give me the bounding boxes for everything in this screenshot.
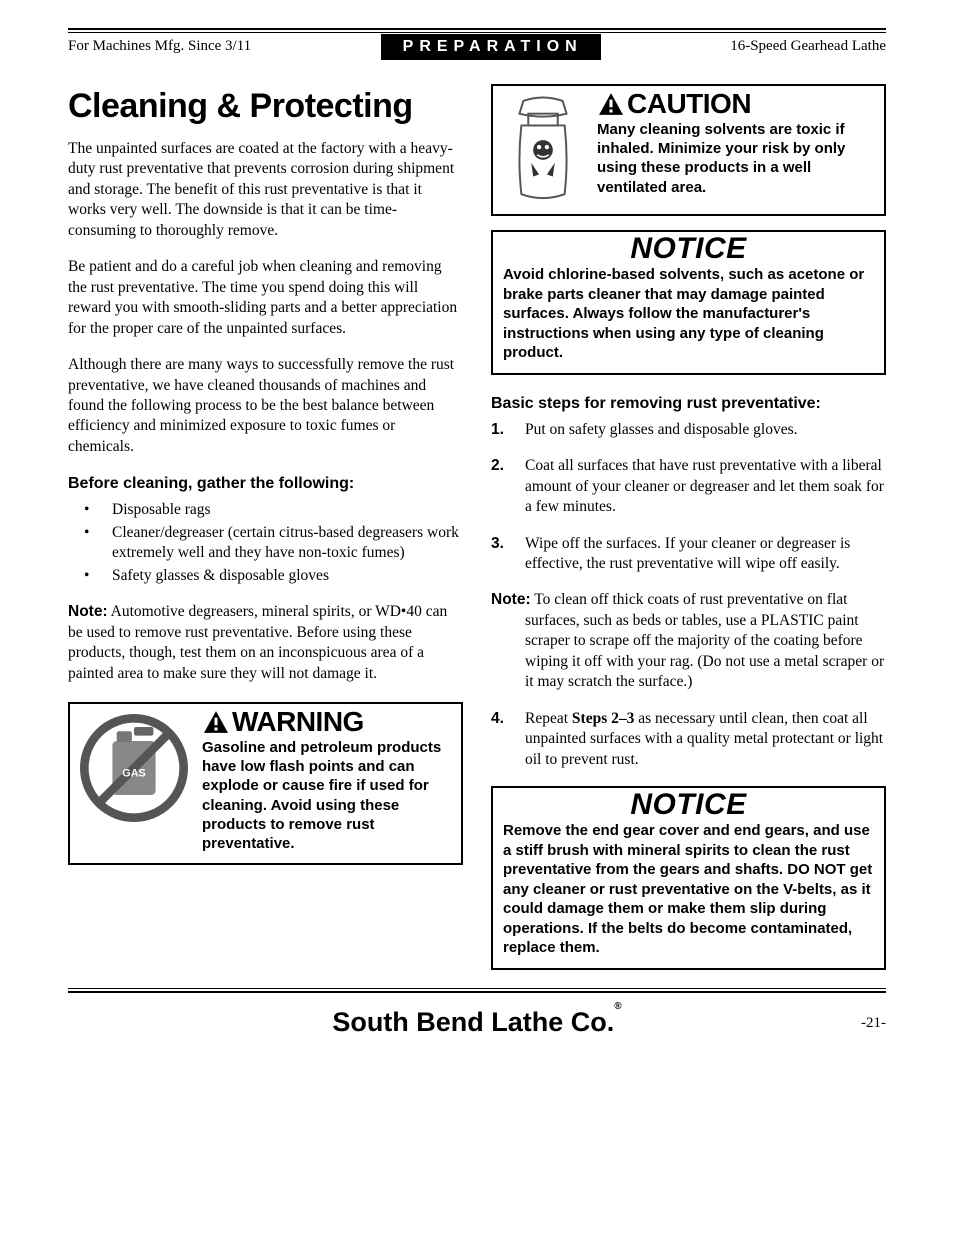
gather-item: Disposable rags bbox=[68, 500, 463, 520]
step-text: Put on safety glasses and disposable glo… bbox=[525, 421, 798, 438]
gather-item: Cleaner/degreaser (certain citrus-based … bbox=[68, 523, 463, 564]
step-text: Coat all surfaces that have rust prevent… bbox=[525, 457, 884, 515]
note-text: Automotive degreasers, mineral spirits, … bbox=[68, 603, 447, 681]
caution-head-text: CAUTION bbox=[627, 90, 751, 118]
alert-triangle-icon bbox=[597, 92, 625, 116]
caution-heading: CAUTION bbox=[597, 90, 874, 118]
step-number: 4. bbox=[491, 709, 504, 729]
step-item: 4. Repeat Steps 2–3 as necessary until c… bbox=[491, 709, 886, 770]
intro-para-3: Although there are many ways to successf… bbox=[68, 355, 463, 457]
page-footer: South Bend Lathe Co.® -21- bbox=[68, 1005, 886, 1041]
svg-text:GAS: GAS bbox=[122, 768, 145, 780]
step-number: 3. bbox=[491, 534, 504, 554]
note-text: To clean off thick coats of rust prevent… bbox=[525, 591, 884, 690]
footer-rule2: South Bend Lathe Co.® -21- bbox=[68, 991, 886, 1041]
caution-text: CAUTION Many cleaning solvents are toxic… bbox=[597, 90, 874, 197]
gather-heading: Before cleaning, gather the following: bbox=[68, 473, 463, 494]
gather-list: Disposable rags Cleaner/degreaser (certa… bbox=[68, 500, 463, 586]
page-header: For Machines Mfg. Since 3/11 PREPARATION… bbox=[68, 32, 886, 60]
notice-body: Remove the end gear cover and end gears,… bbox=[503, 821, 874, 958]
header-right: 16-Speed Gearhead Lathe bbox=[730, 37, 886, 57]
header-center: PREPARATION bbox=[381, 34, 601, 60]
brand-logo: South Bend Lathe Co.® bbox=[332, 1005, 621, 1041]
footer-rule bbox=[68, 988, 886, 989]
note-label: Note: bbox=[491, 591, 531, 608]
right-column: CAUTION Many cleaning solvents are toxic… bbox=[491, 84, 886, 969]
warning-box: GAS WARNING Gasoline and petroleum produ… bbox=[68, 702, 463, 865]
warning-body: Gasoline and petroleum products have low… bbox=[202, 738, 451, 853]
notice-body: Avoid chlorine-based solvents, such as a… bbox=[503, 265, 874, 363]
intro-para-1: The unpainted surfaces are coated at the… bbox=[68, 139, 463, 241]
notice-box-2: NOTICE Remove the end gear cover and end… bbox=[491, 786, 886, 970]
notice-box-1: NOTICE Avoid chlorine-based solvents, su… bbox=[491, 230, 886, 375]
steps-heading: Basic steps for removing rust preventati… bbox=[491, 393, 886, 414]
step-item: 1. Put on safety glasses and disposable … bbox=[491, 420, 886, 440]
warning-heading: WARNING bbox=[202, 708, 451, 736]
notice-heading: NOTICE bbox=[503, 232, 874, 265]
left-column: Cleaning & Protecting The unpainted surf… bbox=[68, 84, 463, 969]
note-label: Note: bbox=[68, 603, 108, 620]
caution-body: Many cleaning solvents are toxic if inha… bbox=[597, 120, 874, 197]
step-item: 2. Coat all surfaces that have rust prev… bbox=[491, 456, 886, 517]
step-item: 3. Wipe off the surfaces. If your cleane… bbox=[491, 534, 886, 575]
no-gas-icon: GAS bbox=[80, 708, 188, 822]
warning-head-text: WARNING bbox=[232, 708, 364, 736]
caution-box: CAUTION Many cleaning solvents are toxic… bbox=[491, 84, 886, 216]
page-number: -21- bbox=[861, 1014, 886, 1034]
content-columns: Cleaning & Protecting The unpainted surf… bbox=[68, 84, 886, 969]
toxic-icon bbox=[503, 90, 583, 204]
warning-text: WARNING Gasoline and petroleum products … bbox=[202, 708, 451, 853]
gather-item: Safety glasses & disposable gloves bbox=[68, 566, 463, 586]
registered-mark: ® bbox=[614, 1001, 621, 1012]
step-number: 1. bbox=[491, 420, 504, 440]
left-note: Note: Automotive degreasers, mineral spi… bbox=[68, 602, 463, 684]
header-left: For Machines Mfg. Since 3/11 bbox=[68, 37, 251, 57]
alert-triangle-icon bbox=[202, 710, 230, 734]
notice-heading: NOTICE bbox=[503, 788, 874, 821]
step-note: Note: To clean off thick coats of rust p… bbox=[491, 590, 886, 692]
top-rule bbox=[68, 28, 886, 30]
intro-para-2: Be patient and do a careful job when cle… bbox=[68, 257, 463, 339]
steps-list: 1. Put on safety glasses and disposable … bbox=[491, 420, 886, 575]
step-text: Wipe off the surfaces. If your cleaner o… bbox=[525, 535, 850, 572]
step-text: Repeat Steps 2–3 as necessary until clea… bbox=[525, 710, 883, 768]
page-title: Cleaning & Protecting bbox=[68, 84, 463, 129]
step-number: 2. bbox=[491, 456, 504, 476]
steps-list-cont: 4. Repeat Steps 2–3 as necessary until c… bbox=[491, 709, 886, 770]
